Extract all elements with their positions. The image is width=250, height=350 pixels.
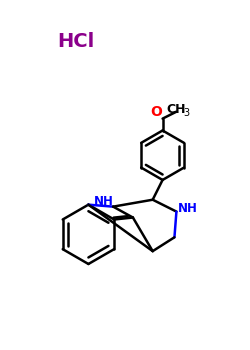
Text: NH: NH xyxy=(94,195,114,208)
Text: NH: NH xyxy=(178,202,198,215)
Text: 3: 3 xyxy=(183,108,189,118)
Text: O: O xyxy=(151,105,162,119)
Text: CH: CH xyxy=(167,103,186,116)
Text: HCl: HCl xyxy=(57,32,94,51)
